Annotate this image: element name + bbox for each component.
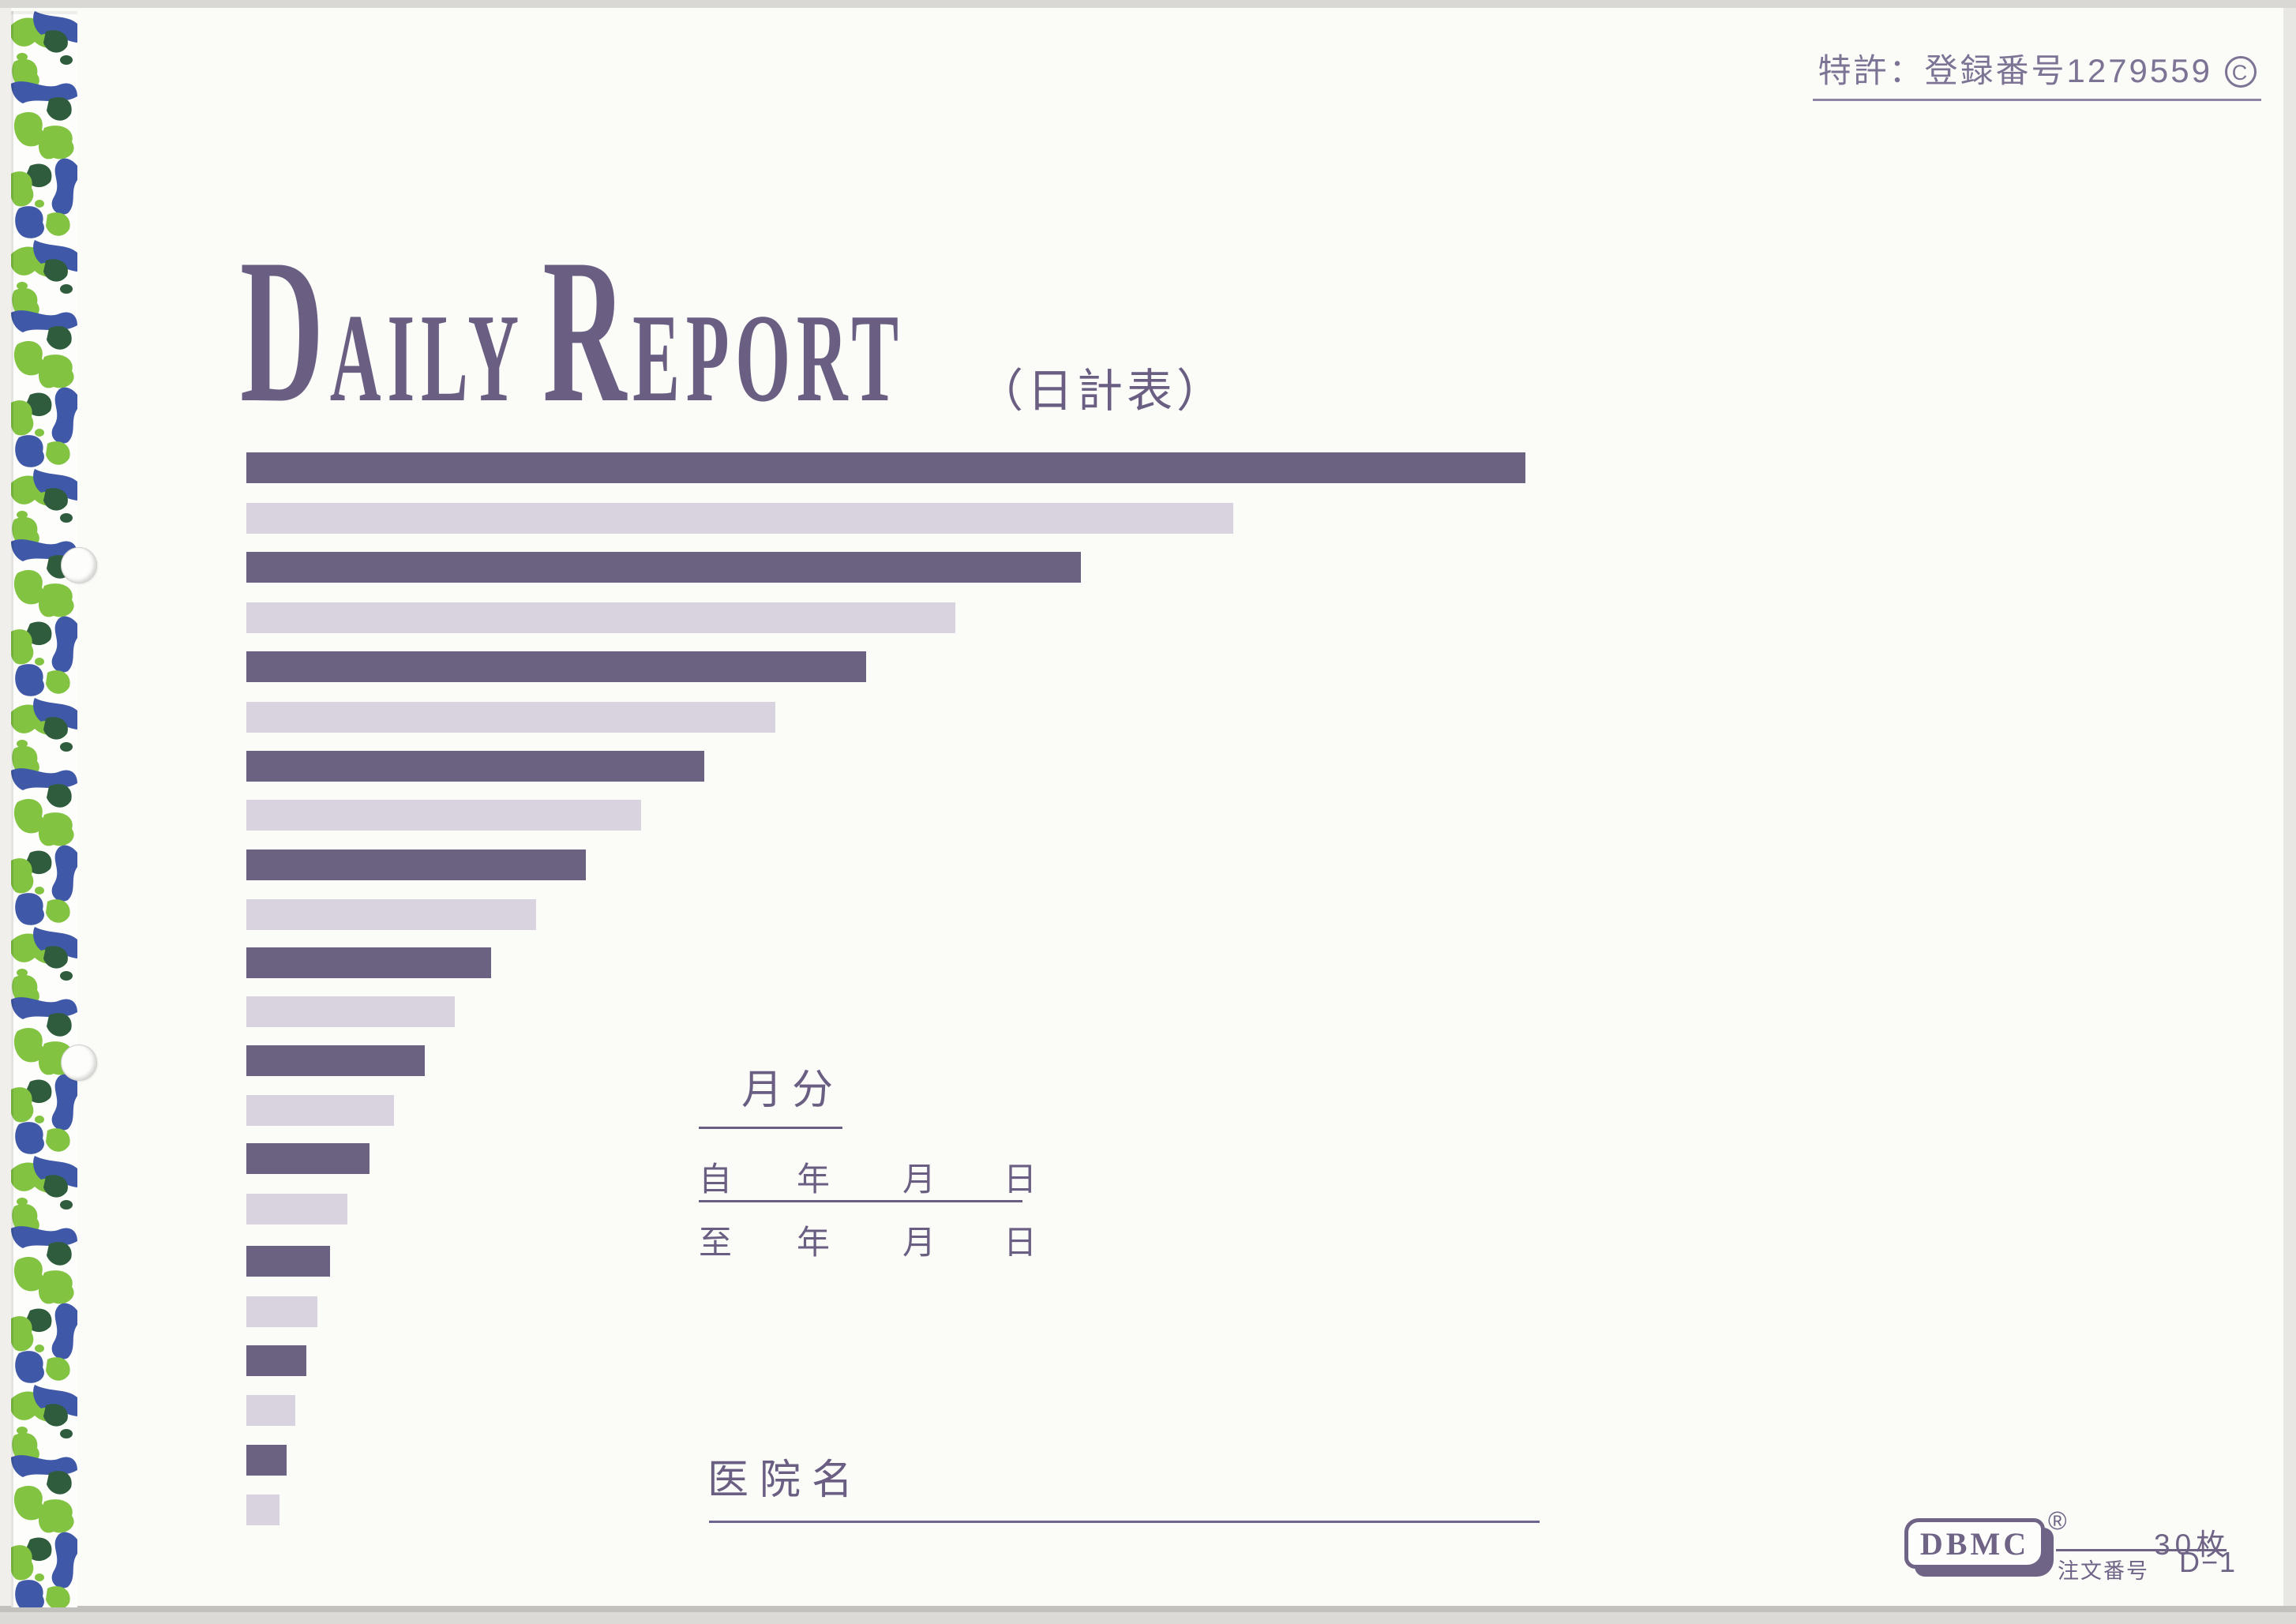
decor-bar <box>246 1495 279 1525</box>
to-day-label: 日 <box>1004 1224 1037 1261</box>
decor-bar <box>246 552 1081 583</box>
decor-bar <box>246 702 775 733</box>
decor-bar <box>246 899 536 930</box>
decor-bar <box>246 1045 425 1076</box>
from-month-label: 月 <box>902 1161 936 1198</box>
decor-bar <box>246 1395 295 1426</box>
footer-rule <box>2056 1549 2227 1551</box>
decor-bar <box>246 800 641 831</box>
from-year-label: 年 <box>797 1161 831 1198</box>
decor-bar <box>246 1345 306 1376</box>
punch-hole-top <box>61 547 97 583</box>
brand-badge: DBMC <box>1904 1518 2045 1569</box>
scan-edge-left <box>0 0 11 1624</box>
to-month-label: 月 <box>902 1224 936 1261</box>
order-number-label: 注文番号 <box>2058 1559 2149 1583</box>
decor-bar <box>246 1143 370 1174</box>
decor-bar <box>246 1194 347 1225</box>
patent-notice: 特許：登録番号1279559 C <box>1813 44 2261 101</box>
title-initial-d: D <box>240 216 330 445</box>
decor-bar <box>246 452 1525 483</box>
page-bottom-shadow <box>0 1606 2296 1612</box>
registered-trademark-icon: ® <box>2048 1506 2067 1535</box>
clinic-name-underline <box>709 1521 1540 1523</box>
month-field: 月分 <box>699 1056 842 1129</box>
decor-bar <box>246 1445 287 1476</box>
to-year-label: 年 <box>797 1224 831 1261</box>
period-divider-line <box>699 1200 1022 1202</box>
copyright-mark-icon: C <box>2225 56 2257 88</box>
title-rest-aily: AILY <box>329 287 525 428</box>
decor-bar <box>246 947 491 978</box>
scan-edge-right <box>2283 0 2296 1624</box>
punch-hole-bottom <box>61 1045 97 1081</box>
scan-edge-bottom <box>0 1612 2296 1624</box>
decor-bar <box>246 602 955 633</box>
decor-bar <box>246 751 704 782</box>
from-day-label: 日 <box>1004 1161 1037 1198</box>
clinic-name-label: 医院名 <box>707 1457 865 1503</box>
page-title: DAILYREPORT <box>240 227 905 434</box>
binding-strip-pattern <box>11 11 77 1607</box>
decor-bar <box>246 996 455 1027</box>
patent-notice-text: 特許：登録番号1279559 <box>1818 52 2212 89</box>
title-rest-eport: EPORT <box>632 287 905 428</box>
title-initial-r: R <box>542 216 633 445</box>
from-prefix: 自 <box>699 1161 733 1198</box>
to-prefix: 至 <box>699 1224 733 1261</box>
order-number-value: D−1 <box>2179 1546 2238 1578</box>
title-subtitle-japanese: （日計表） <box>977 366 1227 417</box>
decor-bar <box>246 1296 317 1327</box>
decor-bar <box>246 1246 330 1277</box>
sheet-count: 30枚 <box>2154 1528 2230 1561</box>
decor-bar <box>246 651 866 682</box>
decor-bar <box>246 850 586 880</box>
decor-bar <box>246 1095 394 1126</box>
brand-logo-text: DBMC <box>1919 1525 2030 1562</box>
scan-edge-top <box>0 0 2296 8</box>
decor-bar <box>246 503 1233 534</box>
